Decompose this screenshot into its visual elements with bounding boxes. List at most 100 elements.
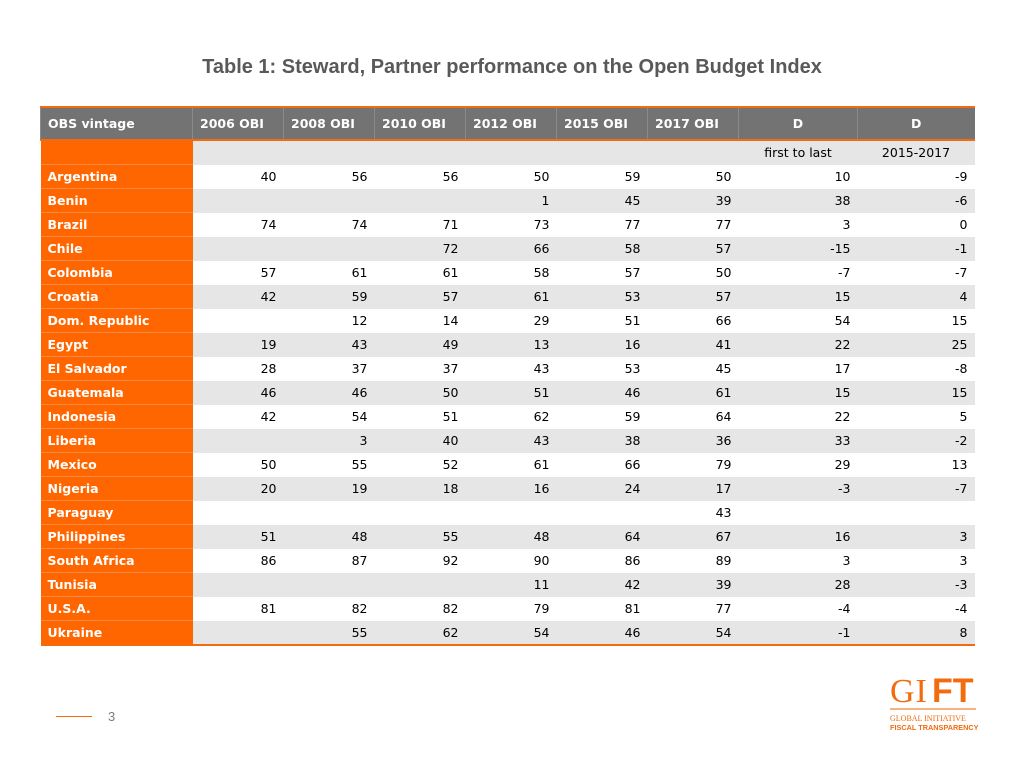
- table-header-row: OBS vintage 2006 OBI 2008 OBI 2010 OBI 2012 …: [40, 106, 975, 141]
- value-cell: 17: [647, 476, 739, 501]
- column-header: 2017 OBI: [647, 106, 739, 141]
- country-cell: Brazil: [40, 212, 193, 237]
- value-cell: 59: [556, 164, 648, 189]
- value-cell: 77: [647, 596, 739, 621]
- value-cell: 87: [283, 548, 375, 573]
- value-cell: [374, 500, 466, 525]
- column-header: 2006 OBI: [192, 106, 284, 141]
- value-cell: 5: [857, 404, 975, 429]
- value-cell: [374, 572, 466, 597]
- value-cell: 15: [738, 380, 858, 405]
- table-row: Nigeria 20 19 18 16 24 17 -3 -7: [40, 476, 975, 501]
- value-cell: 19: [283, 476, 375, 501]
- table-row: South Africa 86 87 92 90 86 89 3 3: [40, 548, 975, 573]
- value-cell: -4: [857, 596, 975, 621]
- value-cell: 54: [465, 620, 557, 646]
- subheader-cell: [374, 140, 466, 165]
- value-cell: 64: [556, 524, 648, 549]
- value-cell: 43: [465, 428, 557, 453]
- value-cell: 62: [465, 404, 557, 429]
- svg-text:FISCAL TRANSPARENCY: FISCAL TRANSPARENCY: [890, 723, 979, 732]
- value-cell: 71: [374, 212, 466, 237]
- value-cell: -15: [738, 236, 858, 261]
- value-cell: 3: [738, 212, 858, 237]
- value-cell: 20: [192, 476, 284, 501]
- value-cell: 4: [857, 284, 975, 309]
- column-header: D: [857, 106, 975, 141]
- value-cell: [192, 572, 284, 597]
- value-cell: 36: [647, 428, 739, 453]
- table-row: Indonesia 42 54 51 62 59 64 22 5: [40, 404, 975, 429]
- value-cell: 61: [647, 380, 739, 405]
- value-cell: 59: [283, 284, 375, 309]
- value-cell: 46: [192, 380, 284, 405]
- value-cell: 8: [857, 620, 975, 646]
- value-cell: 50: [647, 260, 739, 285]
- country-cell: Chile: [40, 236, 193, 261]
- value-cell: 13: [465, 332, 557, 357]
- value-cell: 13: [857, 452, 975, 477]
- country-cell: Dom. Republic: [40, 308, 193, 333]
- value-cell: 43: [283, 332, 375, 357]
- value-cell: 39: [647, 572, 739, 597]
- subheader-cell: first to last: [738, 140, 858, 165]
- value-cell: 61: [465, 452, 557, 477]
- value-cell: -1: [738, 620, 858, 646]
- value-cell: 45: [647, 356, 739, 381]
- value-cell: 58: [556, 236, 648, 261]
- obi-table: OBS vintage 2006 OBI 2008 OBI 2010 OBI 2012 …: [40, 106, 975, 646]
- value-cell: 56: [374, 164, 466, 189]
- value-cell: [192, 308, 284, 333]
- value-cell: 37: [283, 356, 375, 381]
- value-cell: 51: [374, 404, 466, 429]
- value-cell: 46: [556, 380, 648, 405]
- value-cell: [192, 236, 284, 261]
- value-cell: 55: [283, 452, 375, 477]
- value-cell: 43: [465, 356, 557, 381]
- row-label-cell: [40, 140, 193, 165]
- value-cell: -3: [738, 476, 858, 501]
- column-header: 2015 OBI: [556, 106, 648, 141]
- value-cell: 46: [556, 620, 648, 646]
- value-cell: [283, 188, 375, 213]
- value-cell: 57: [647, 236, 739, 261]
- value-cell: 74: [283, 212, 375, 237]
- value-cell: 73: [465, 212, 557, 237]
- value-cell: 77: [556, 212, 648, 237]
- value-cell: 57: [192, 260, 284, 285]
- value-cell: 15: [857, 308, 975, 333]
- table-row: Argentina 40 56 56 50 59 50 10 -9: [40, 164, 975, 189]
- page-number: 3: [108, 709, 116, 724]
- value-cell: 52: [374, 452, 466, 477]
- value-cell: 25: [857, 332, 975, 357]
- country-cell: Philippines: [40, 524, 193, 549]
- table-row: Benin 1 45 39 38 -6: [40, 188, 975, 213]
- value-cell: 82: [283, 596, 375, 621]
- value-cell: 54: [283, 404, 375, 429]
- value-cell: 29: [738, 452, 858, 477]
- value-cell: 49: [374, 332, 466, 357]
- value-cell: 10: [738, 164, 858, 189]
- value-cell: 66: [465, 236, 557, 261]
- column-header: 2008 OBI: [283, 106, 375, 141]
- value-cell: 57: [556, 260, 648, 285]
- value-cell: 3: [857, 548, 975, 573]
- value-cell: 3: [857, 524, 975, 549]
- subheader-cell: [647, 140, 739, 165]
- svg-text:GLOBAL INITIATIVE: GLOBAL INITIATIVE: [890, 714, 966, 723]
- value-cell: [465, 500, 557, 525]
- value-cell: 50: [647, 164, 739, 189]
- value-cell: -9: [857, 164, 975, 189]
- country-cell: Tunisia: [40, 572, 193, 597]
- value-cell: 67: [647, 524, 739, 549]
- value-cell: [283, 500, 375, 525]
- value-cell: 79: [465, 596, 557, 621]
- value-cell: 74: [192, 212, 284, 237]
- value-cell: [192, 188, 284, 213]
- value-cell: 50: [374, 380, 466, 405]
- value-cell: 3: [738, 548, 858, 573]
- value-cell: 38: [738, 188, 858, 213]
- page-number-rule: [56, 716, 92, 717]
- country-cell: Egypt: [40, 332, 193, 357]
- value-cell: 42: [192, 284, 284, 309]
